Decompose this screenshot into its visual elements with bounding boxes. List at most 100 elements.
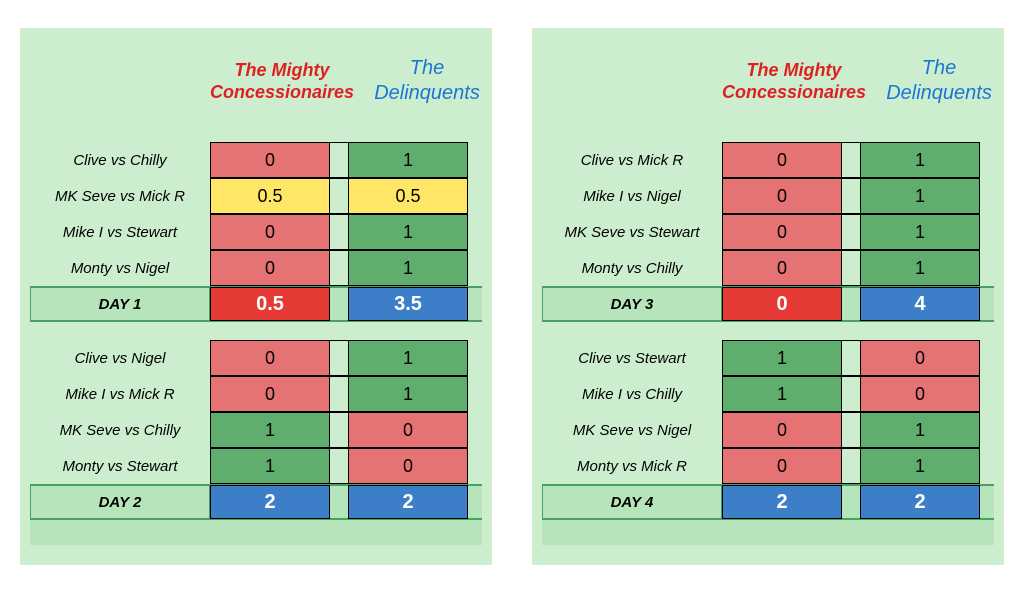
gap-col [330,214,348,250]
total-a: 0.5 [210,287,330,321]
day-total-row: DAY 2 2 2 [30,484,482,520]
day-total-row: DAY 3 0 4 [542,286,994,322]
score-b: 0 [348,448,468,484]
match-label: Mike I vs Chilly [542,376,722,412]
panel-footer-bar [30,519,482,545]
day-label: DAY 3 [542,287,722,321]
score-a: 0 [722,412,842,448]
score-a: 1 [210,412,330,448]
row-filler [468,142,482,178]
score-a: 0 [210,142,330,178]
team-mighty-label: The Mighty Concessionaires [722,59,866,104]
score-a: 0 [722,214,842,250]
gap-col [842,178,860,214]
score-b: 0 [860,376,980,412]
day-label: DAY 4 [542,485,722,519]
total-a: 0 [722,287,842,321]
total-b: 4 [860,287,980,321]
match-label: Monty vs Chilly [542,250,722,286]
match-label: Mike I vs Stewart [30,214,210,250]
gap-col [330,485,348,519]
row-filler [468,340,482,376]
match-row: Monty vs Stewart 1 0 [30,448,482,484]
score-b: 1 [348,214,468,250]
row-filler [980,340,994,376]
gap-col [330,376,348,412]
score-a: 1 [722,376,842,412]
row-filler [468,178,482,214]
panel-right: The Mighty Concessionaires The Delinquen… [532,28,1004,565]
gap-col [842,340,860,376]
row-filler [468,448,482,484]
match-label: MK Seve vs Chilly [30,412,210,448]
match-row: Clive vs Stewart 1 0 [542,340,994,376]
row-filler [980,250,994,286]
match-row: Monty vs Nigel 0 1 [30,250,482,286]
row-filler [980,485,994,519]
total-b: 3.5 [348,287,468,321]
score-a: 0 [210,250,330,286]
gap-col [330,448,348,484]
match-label: Monty vs Stewart [30,448,210,484]
gap-col [842,485,860,519]
gap-col [330,412,348,448]
row-filler [980,448,994,484]
day-label: DAY 2 [30,485,210,519]
score-b: 1 [860,214,980,250]
day2-block: Clive vs Nigel 0 1 Mike I vs Mick R 0 1 … [30,340,482,520]
row-filler [468,287,482,321]
score-b: 1 [860,250,980,286]
row-filler [980,214,994,250]
gap-col [842,412,860,448]
panel-left: The Mighty Concessionaires The Delinquen… [20,28,492,565]
match-row: Clive vs Mick R 0 1 [542,142,994,178]
score-b: 1 [348,250,468,286]
total-b: 2 [348,485,468,519]
row-filler [980,142,994,178]
gap-col [330,287,348,321]
row-filler [468,250,482,286]
score-b: 1 [348,376,468,412]
gap-col [842,214,860,250]
day-total-row: DAY 4 2 2 [542,484,994,520]
gap-col [330,340,348,376]
team-delinquents-label: The Delinquents [884,56,994,106]
match-row: MK Seve vs Nigel 0 1 [542,412,994,448]
row-filler [468,485,482,519]
row-filler [980,412,994,448]
row-filler [468,376,482,412]
score-a: 0 [722,142,842,178]
gap-col [330,142,348,178]
match-row: Monty vs Mick R 0 1 [542,448,994,484]
match-row: Monty vs Chilly 0 1 [542,250,994,286]
match-row: Mike I vs Stewart 0 1 [30,214,482,250]
day3-block: Clive vs Mick R 0 1 Mike I vs Nigel 0 1 … [542,142,994,322]
match-label: Monty vs Mick R [542,448,722,484]
gap-col [842,287,860,321]
score-a: 0 [210,214,330,250]
gap-col [842,250,860,286]
score-b: 0.5 [348,178,468,214]
match-label: Clive vs Nigel [30,340,210,376]
row-filler [980,376,994,412]
team-mighty-label: The Mighty Concessionaires [210,59,354,104]
match-row: Mike I vs Nigel 0 1 [542,178,994,214]
match-label: Clive vs Stewart [542,340,722,376]
row-filler [980,178,994,214]
match-label: MK Seve vs Mick R [30,178,210,214]
score-a: 0 [210,376,330,412]
score-b: 1 [860,178,980,214]
gap-col [330,178,348,214]
score-a: 1 [722,340,842,376]
score-b: 1 [860,412,980,448]
score-a: 0 [722,250,842,286]
match-label: MK Seve vs Stewart [542,214,722,250]
day1-block: Clive vs Chilly 0 1 MK Seve vs Mick R 0.… [30,142,482,322]
score-b: 1 [348,142,468,178]
match-label: Mike I vs Mick R [30,376,210,412]
day4-block: Clive vs Stewart 1 0 Mike I vs Chilly 1 … [542,340,994,520]
total-a: 2 [722,485,842,519]
row-filler [468,412,482,448]
score-a: 0.5 [210,178,330,214]
row-filler [980,287,994,321]
